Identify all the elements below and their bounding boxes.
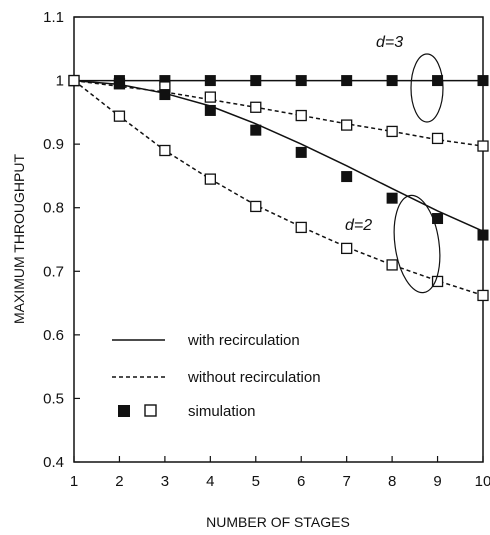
x-tick-label: 9 [433,473,441,490]
legend-markers-label: simulation [188,403,256,420]
simulation-point-filled [386,75,398,87]
annotation-d2: d=2 [345,217,372,234]
simulation-point-open [431,132,444,145]
simulation-point-open [159,144,171,157]
y-tick-label: 0.9 [43,136,64,153]
simulation-point-filled [204,75,216,87]
simulation-point-filled [341,75,353,87]
y-axis-title: MAXIMUM THROUGHPUT [11,154,27,325]
x-tick-label: 4 [206,473,214,490]
legend-open-marker [144,404,157,417]
x-axis-title: NUMBER OF STAGES [206,514,350,530]
x-tick-label: 5 [252,473,260,490]
simulation-point-open [477,289,489,302]
annotation-d3: d=3 [376,34,403,51]
x-ticks: 1 2 3 4 5 6 7 8 9 10 [70,456,490,490]
simulation-point-open [113,110,126,122]
simulation-point-filled [432,75,444,87]
simulation-point-open [204,173,216,185]
x-tick-label: 10 [475,473,490,490]
legend-solid-label: with recirculation [187,332,300,349]
x-tick-label: 2 [115,473,123,490]
simulation-point-open [386,259,398,271]
simulation-point-filled [477,229,489,241]
simulation-point-open [250,101,262,113]
simulation-point-open [68,74,80,87]
simulation-point-filled [159,75,171,87]
x-tick-label: 3 [161,473,169,490]
plot-frame [73,16,484,463]
y-tick-label: 0.5 [43,390,64,407]
y-tick-label: 1.1 [43,9,64,26]
legend-dashed-label: without recirculation [187,369,321,386]
x-tick-label: 8 [388,473,396,490]
simulation-point-filled [386,192,398,204]
simulation-point-filled [341,171,353,183]
x-tick-label: 6 [297,473,305,490]
y-tick-label: 0.8 [43,200,64,217]
simulation-point-filled [477,75,489,87]
x-tick-label: 7 [342,473,350,490]
series-line-d2-solid [73,79,484,232]
simulation-point-open [204,91,216,103]
simulation-point-filled [204,104,216,116]
simulation-point-open [250,200,262,213]
simulation-point-filled [295,75,307,87]
simulation-point-filled [295,146,307,158]
d2-group-ellipse [393,194,441,294]
simulation-point-filled [113,78,125,90]
simulation-point-open [341,119,353,131]
x-tick-label: 1 [70,473,78,490]
y-tick-label: 1 [56,73,64,90]
simulation-point-open [295,221,307,234]
legend-filled-marker [118,405,130,417]
legend: with recirculation without recirculation… [112,332,321,420]
simulation-point-filled [159,89,171,101]
simulation-point-filled [250,124,262,136]
series-markers [68,74,489,302]
simulation-point-filled [432,213,444,225]
simulation-point-open [341,242,353,255]
simulation-point-open [386,125,398,138]
series-lines [73,79,484,297]
simulation-point-open [477,140,489,152]
simulation-point-open [295,109,307,122]
simulation-point-filled [250,75,262,87]
d3-group-ellipse [410,53,444,123]
y-tick-label: 0.4 [43,454,64,471]
y-tick-label: 0.6 [43,327,64,344]
y-tick-label: 0.7 [43,263,64,280]
y-ticks: 0.4 0.5 0.6 0.7 0.8 0.9 1 1.1 [43,9,80,471]
series-line-d3-dashed [73,79,484,147]
series-line-d2-dashed [73,80,484,297]
